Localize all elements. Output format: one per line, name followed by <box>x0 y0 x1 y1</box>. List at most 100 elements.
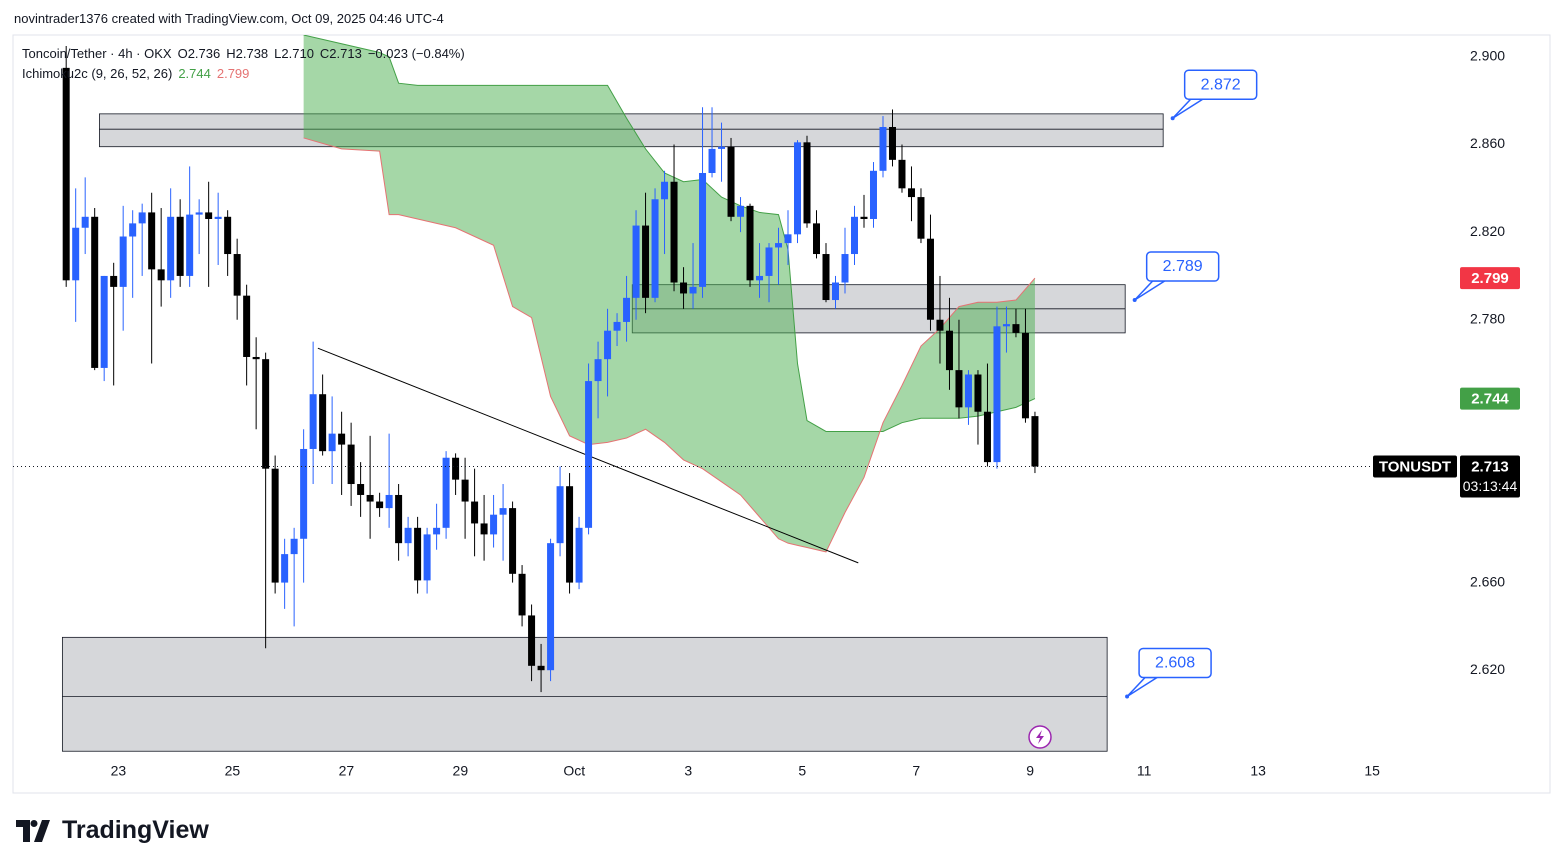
candle-body <box>490 514 498 535</box>
candle-body <box>661 181 669 200</box>
x-tick-label: 11 <box>1137 763 1152 779</box>
last-price-tag: 2.713 <box>1471 458 1509 475</box>
candle-body <box>252 356 260 360</box>
candle-body <box>670 181 678 283</box>
x-tick-label: 23 <box>111 763 127 779</box>
candle-body <box>888 126 896 160</box>
alert-icon[interactable] <box>1028 725 1052 749</box>
candle-body <box>423 534 431 581</box>
candle-body <box>547 543 555 671</box>
span-a-tag-bg <box>1460 387 1520 410</box>
candle-body <box>338 433 346 445</box>
axes: 2.900 2.860 2.820 2.780 2.660 2.620 23 25 27 29 Oc… <box>111 48 1520 779</box>
candle-body <box>138 212 146 224</box>
candle-body <box>594 359 602 382</box>
candle-body <box>822 254 830 301</box>
candle-body <box>718 146 726 149</box>
span-a-tag: 2.744 <box>1471 391 1509 408</box>
candle-body <box>708 148 716 173</box>
candle-body <box>784 234 792 244</box>
span-b-tag-bg <box>1460 267 1520 290</box>
candle-body <box>205 212 213 219</box>
callout-label: 2.608 <box>1155 655 1195 672</box>
candle-body <box>831 282 839 301</box>
candle-body <box>765 247 773 276</box>
x-tick-label: 5 <box>798 763 806 779</box>
candle-body <box>926 238 934 320</box>
candle-body <box>328 433 336 452</box>
candle-body <box>347 444 355 485</box>
y-tick-label: 2.620 <box>1470 661 1505 677</box>
countdown: 03:13:44 <box>1463 478 1518 494</box>
candle-body <box>148 212 156 270</box>
candle-body <box>72 227 80 281</box>
y-tick-label: 2.900 <box>1470 48 1505 64</box>
legend-item: H2.738 <box>226 46 269 61</box>
candle-body <box>613 321 621 331</box>
zone <box>61 636 1108 752</box>
candle-body <box>737 205 745 217</box>
x-tick-label: 29 <box>453 763 469 779</box>
candle-body <box>309 394 317 449</box>
indicator-name: Ichimoku2c (9, 26, 52, 26) <box>22 66 173 81</box>
candle-body <box>651 199 659 298</box>
candle-body <box>404 527 412 544</box>
candle-body <box>879 126 887 171</box>
candle-body <box>642 225 650 298</box>
candle-body <box>319 394 327 452</box>
candle-body <box>604 330 612 360</box>
candle-body <box>680 282 688 294</box>
candle-body <box>300 448 308 539</box>
span-b-value: 2.799 <box>216 66 250 81</box>
candle-body <box>214 216 222 219</box>
symbol-tag: TONUSDT <box>1379 458 1451 475</box>
brand-icon <box>16 819 50 842</box>
candle-body <box>623 297 631 322</box>
x-tick-label: 25 <box>225 763 241 779</box>
callout-box <box>1183 69 1258 100</box>
candle-body <box>119 236 127 287</box>
candle-body <box>746 205 754 281</box>
span-b-line <box>303 137 1036 553</box>
author-line: novintrader1376 created with TradingView… <box>14 11 444 26</box>
callout: 2.872 <box>1170 69 1258 121</box>
symbol-tag-bg <box>1373 455 1457 478</box>
candle-body <box>556 486 564 544</box>
candle-body <box>993 326 1001 463</box>
candle-body <box>110 275 118 287</box>
candle-body <box>509 508 517 574</box>
brand-logo[interactable]: TradingView <box>16 816 209 845</box>
x-tick-label: Oct <box>563 763 585 779</box>
callout-label: 2.872 <box>1201 76 1241 93</box>
candle-body <box>167 216 175 281</box>
candle-body <box>186 214 194 276</box>
y-tick-label: 2.820 <box>1470 223 1505 239</box>
candle-body <box>81 216 89 228</box>
legend-item: C2.713 <box>319 46 362 61</box>
span-b-tag: 2.799 <box>1471 270 1509 287</box>
candle-body <box>727 146 735 217</box>
candle-body <box>100 275 108 368</box>
candle-body <box>689 286 697 294</box>
candle-body <box>129 223 137 237</box>
candle-body <box>756 275 764 281</box>
legend-item: L2.710 <box>274 46 314 61</box>
legend-item: Toncoin/Tether · 4h · OKX <box>22 46 172 61</box>
span-a-value: 2.744 <box>178 66 211 81</box>
candle-body <box>471 501 479 524</box>
candle-body <box>537 665 545 671</box>
candle-body <box>945 330 953 371</box>
candle-body <box>414 527 422 581</box>
candle-body <box>813 223 821 255</box>
candle-body <box>964 374 972 408</box>
candle-body <box>794 142 802 235</box>
candle-body <box>869 170 877 219</box>
last-price-tag-bg <box>1460 455 1520 498</box>
candle-body <box>480 523 488 535</box>
y-tick-label: 2.660 <box>1470 573 1505 589</box>
plot-area <box>13 35 1450 752</box>
symbol-legend: Toncoin/Tether · 4h · OKX O2.736 H2.738 L2.… <box>22 46 465 61</box>
x-tick-label: 27 <box>339 763 355 779</box>
candle-body <box>528 615 536 666</box>
candle-body <box>917 197 925 239</box>
